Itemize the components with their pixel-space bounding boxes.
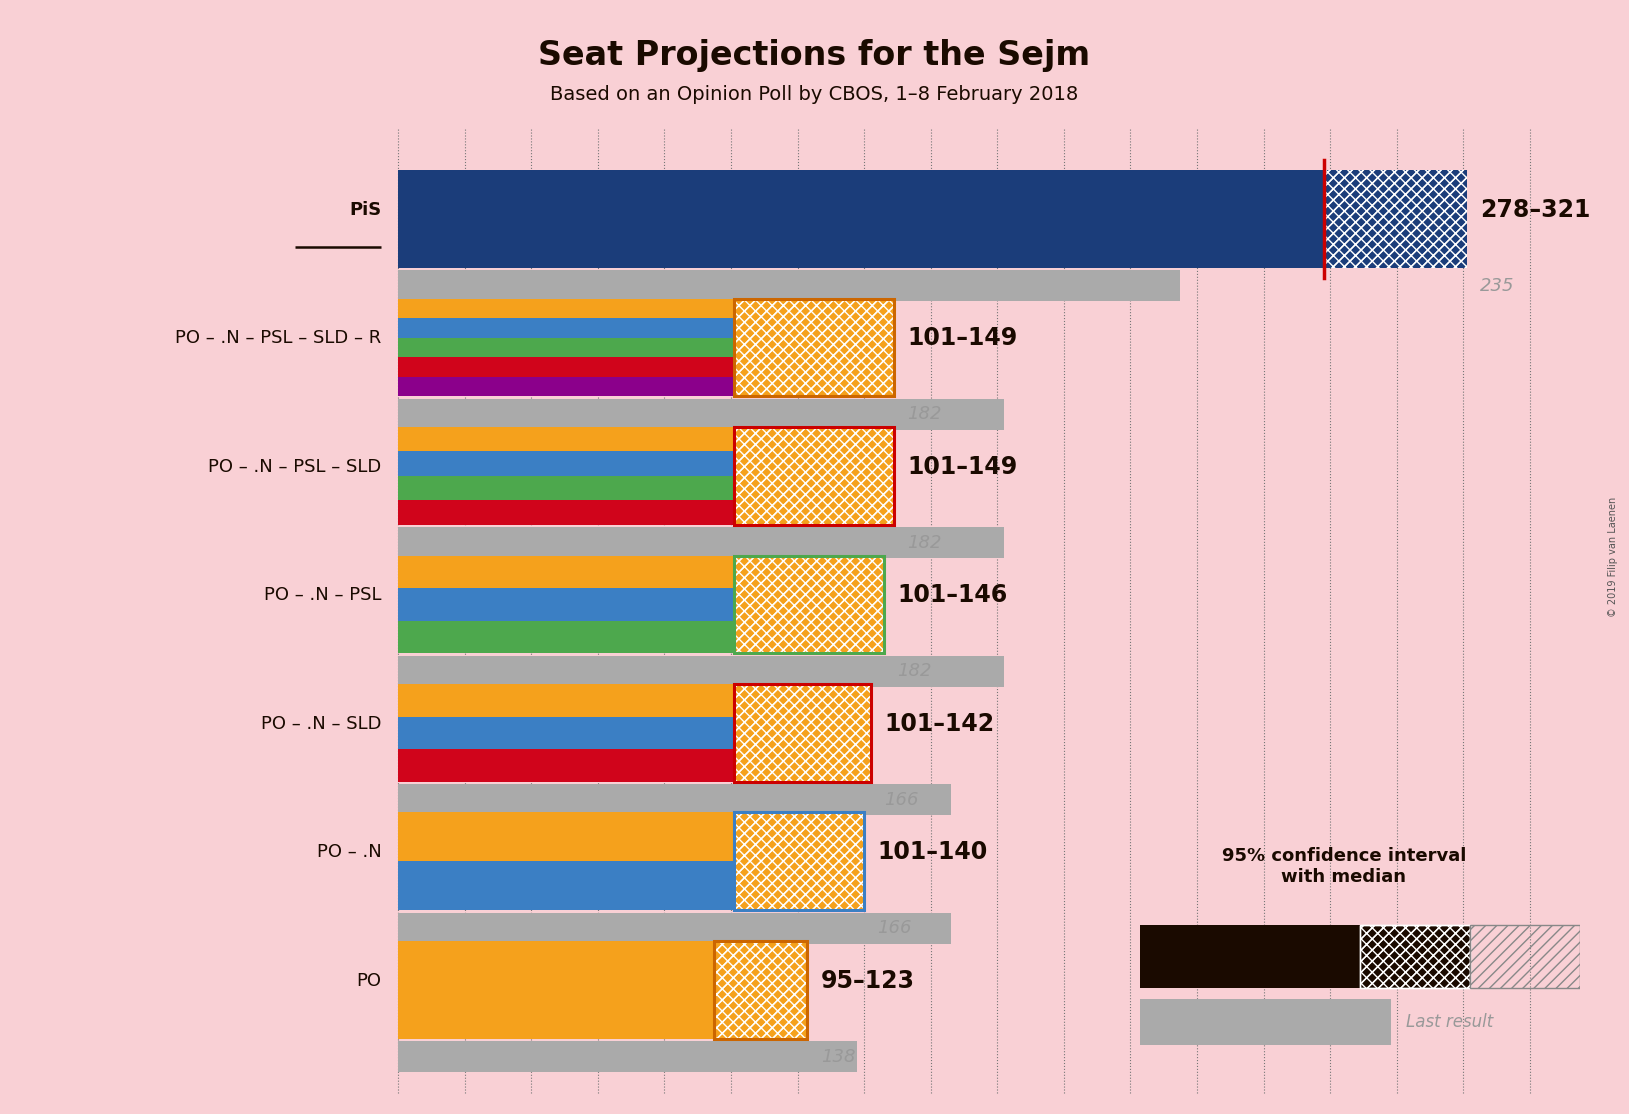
Bar	[735, 556, 885, 653]
Bar	[397, 527, 1003, 558]
Bar	[1360, 926, 1469, 988]
Bar	[735, 299, 894, 397]
Bar	[1324, 170, 1466, 267]
Bar	[735, 556, 885, 653]
Bar	[1324, 170, 1466, 267]
Text: © 2019 Filip van Laenen: © 2019 Filip van Laenen	[1608, 497, 1618, 617]
Bar	[735, 812, 863, 910]
Text: PiS: PiS	[349, 201, 381, 219]
Text: 166: 166	[885, 791, 919, 809]
Bar	[735, 812, 863, 910]
Bar	[735, 556, 885, 653]
Text: Based on an Opinion Poll by CBOS, 1–8 February 2018: Based on an Opinion Poll by CBOS, 1–8 Fe…	[551, 85, 1078, 104]
Text: PO – .N – SLD: PO – .N – SLD	[261, 715, 381, 733]
Bar	[1140, 999, 1391, 1045]
Bar	[714, 941, 808, 1038]
Bar	[735, 427, 894, 525]
Bar	[735, 427, 894, 525]
Text: 95% confidence interval
with median: 95% confidence interval with median	[1222, 847, 1466, 886]
Text: 101–146: 101–146	[898, 584, 1008, 607]
Text: PO – .N – PSL: PO – .N – PSL	[264, 586, 381, 605]
Bar	[397, 749, 735, 782]
Bar	[397, 358, 735, 377]
Text: PO – .N – PSL – SLD – R: PO – .N – PSL – SLD – R	[174, 330, 381, 348]
Bar	[397, 427, 735, 451]
Bar	[397, 451, 735, 476]
Text: 166: 166	[878, 919, 912, 937]
Bar	[397, 170, 1324, 267]
Text: 101–149: 101–149	[907, 455, 1018, 479]
Text: 278–321: 278–321	[1481, 198, 1590, 222]
Text: 182: 182	[898, 662, 932, 681]
Bar	[397, 620, 735, 653]
Text: 182: 182	[907, 405, 942, 423]
Bar	[397, 784, 951, 815]
Text: 95–123: 95–123	[821, 969, 915, 993]
Bar	[735, 299, 894, 397]
Text: Seat Projections for the Sejm: Seat Projections for the Sejm	[539, 39, 1090, 72]
Bar	[735, 684, 872, 782]
Bar	[1324, 170, 1466, 267]
Bar	[397, 476, 735, 500]
Bar	[397, 500, 735, 525]
Bar	[397, 941, 714, 1038]
Text: 101–142: 101–142	[885, 712, 994, 736]
Bar	[735, 812, 863, 910]
Bar	[735, 556, 885, 653]
Bar	[735, 427, 894, 525]
Bar	[735, 684, 872, 782]
Bar	[397, 299, 735, 319]
Bar	[397, 271, 1181, 301]
Bar	[735, 684, 872, 782]
Text: PO – .N: PO – .N	[316, 843, 381, 861]
Bar	[714, 941, 808, 1038]
Bar	[397, 684, 735, 716]
Text: 138: 138	[821, 1047, 855, 1066]
Bar	[397, 912, 951, 944]
Bar	[714, 941, 808, 1038]
Bar	[397, 588, 735, 620]
Bar	[1360, 926, 1469, 988]
Bar	[397, 812, 735, 861]
Text: 235: 235	[1481, 276, 1515, 295]
Bar	[735, 812, 863, 910]
Bar	[397, 377, 735, 397]
Bar	[1140, 926, 1360, 988]
Bar	[397, 656, 1003, 686]
Bar	[397, 716, 735, 749]
Bar	[735, 684, 872, 782]
Text: PO – .N – PSL – SLD: PO – .N – PSL – SLD	[209, 458, 381, 476]
Bar	[397, 338, 735, 358]
Bar	[735, 299, 894, 397]
Text: 101–149: 101–149	[907, 326, 1018, 351]
Bar	[397, 399, 1003, 430]
Bar	[1469, 926, 1580, 988]
Bar	[397, 1042, 857, 1072]
Bar	[397, 861, 735, 910]
Text: 101–140: 101–140	[878, 840, 987, 864]
Bar	[735, 299, 894, 397]
Text: Last result: Last result	[1406, 1013, 1492, 1032]
Text: PO: PO	[357, 971, 381, 990]
Bar	[397, 319, 735, 338]
Bar	[397, 556, 735, 588]
Bar	[735, 427, 894, 525]
Text: 182: 182	[907, 534, 942, 551]
Bar	[714, 941, 808, 1038]
